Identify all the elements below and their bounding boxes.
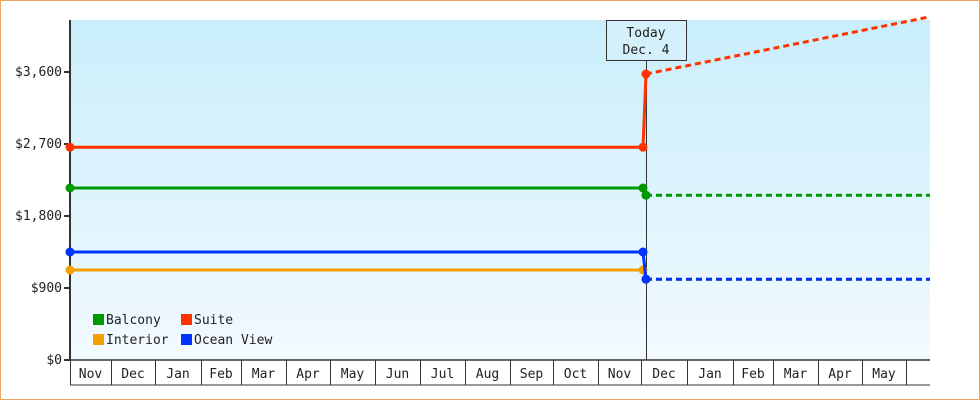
x-tick-label: Feb <box>209 367 233 382</box>
x-tick-label: Mar <box>784 367 808 382</box>
x-tick-label: Oct <box>564 367 587 382</box>
x-tick-label: Aug <box>476 367 499 382</box>
x-tick-label: Nov <box>608 367 632 382</box>
x-tick-label: May <box>341 367 365 382</box>
x-tick-label: Jan <box>698 367 721 382</box>
y-tick-label: $0 <box>46 353 62 368</box>
legend-label-balcony: Balcony <box>106 313 161 328</box>
x-tick-label: Apr <box>828 367 852 382</box>
legend-swatch-suite <box>181 314 192 325</box>
x-tick-label: Sep <box>520 367 544 382</box>
series-balcony-point <box>638 183 648 193</box>
series-balcony-point <box>65 183 75 193</box>
plot-area <box>70 20 930 360</box>
y-tick-label: $2,700 <box>15 137 62 152</box>
x-tick-label: Feb <box>741 367 765 382</box>
x-tick-label: Dec <box>652 367 675 382</box>
x-tick-label: Jul <box>431 367 454 382</box>
today-label-box <box>606 20 687 61</box>
legend-label-suite: Suite <box>194 313 233 328</box>
series-suite-forecast-line <box>645 15 931 76</box>
series-ocean-view-point <box>641 274 651 284</box>
series-suite-point <box>641 69 651 79</box>
series-balcony-point <box>641 190 651 200</box>
legend-swatch-interior <box>93 334 104 345</box>
today-date-label: Dec. 4 <box>623 43 670 58</box>
x-tick-label: Jan <box>166 367 189 382</box>
series-ocean-view-point <box>65 247 75 257</box>
series-interior-point <box>65 265 75 275</box>
x-tick-label: Mar <box>252 367 276 382</box>
legend-label-ocean-view: Ocean View <box>194 333 272 348</box>
y-tick-label: $1,800 <box>15 209 62 224</box>
legend-swatch-balcony <box>93 314 104 325</box>
x-tick-label: Nov <box>79 367 103 382</box>
x-tick-label: Apr <box>296 367 320 382</box>
legend-label-interior: Interior <box>106 333 169 348</box>
today-label: Today <box>626 26 665 41</box>
series-suite-point <box>638 142 648 152</box>
y-tick-label: $3,600 <box>15 65 62 80</box>
x-tick-label: Dec <box>121 367 144 382</box>
series-suite-point <box>65 142 75 152</box>
y-tick-label: $900 <box>31 281 62 296</box>
series-ocean-view-point <box>638 247 648 257</box>
x-tick-label: May <box>872 367 896 382</box>
legend-swatch-ocean-view <box>181 334 192 345</box>
x-tick-label: Jun <box>386 367 409 382</box>
